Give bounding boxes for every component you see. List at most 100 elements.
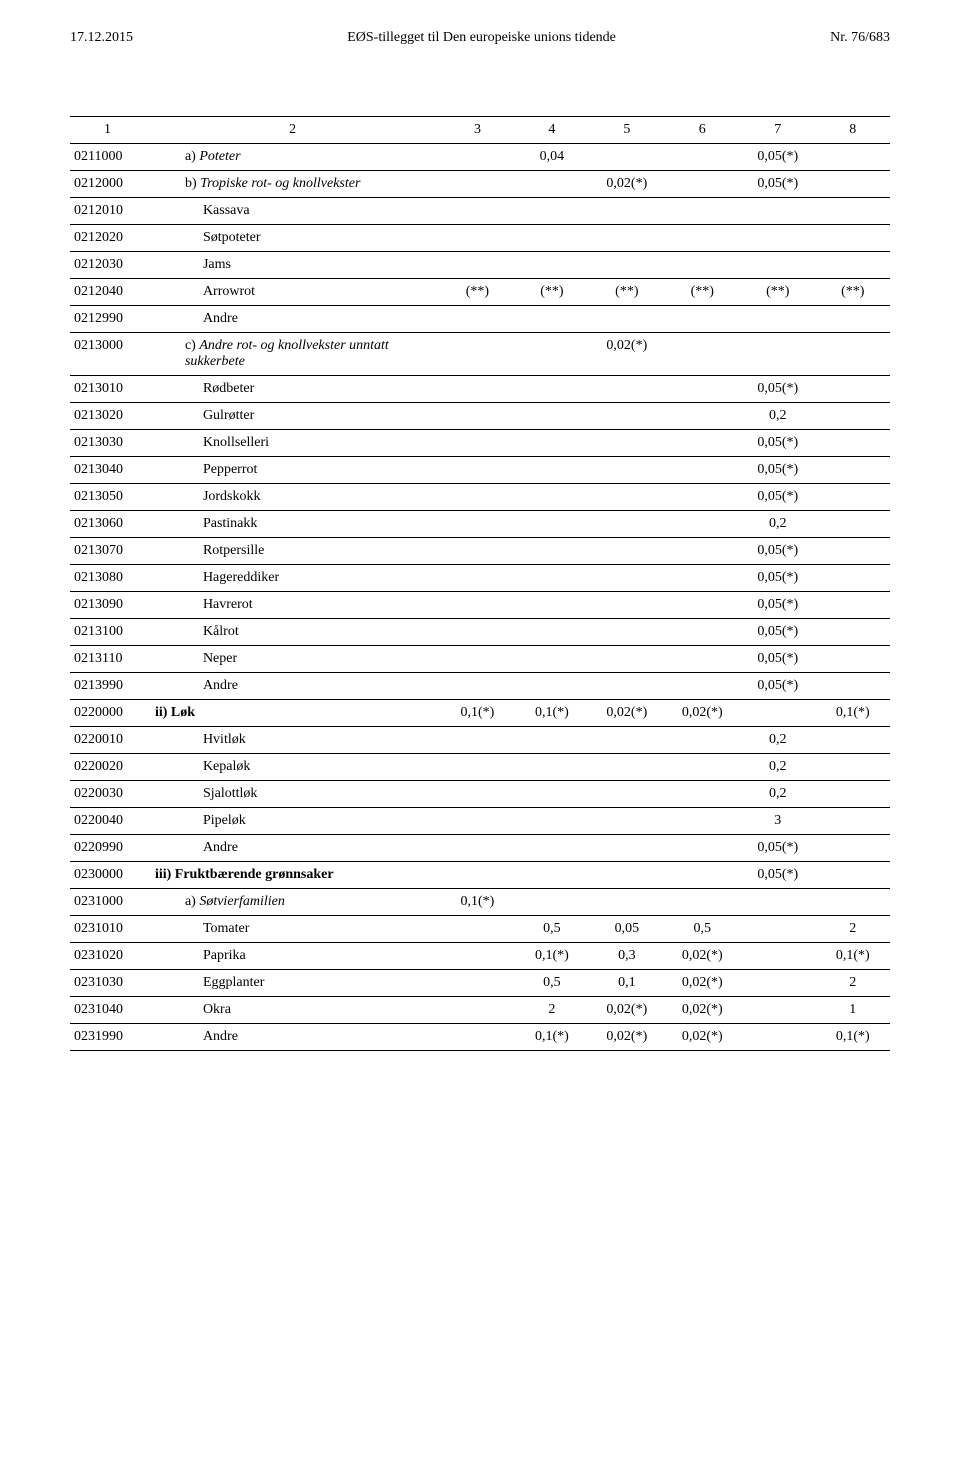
row-value: 0,05(*) xyxy=(740,619,815,646)
row-value: 0,02(*) xyxy=(589,333,664,376)
row-value: 0,05(*) xyxy=(740,430,815,457)
row-value: 0,1(*) xyxy=(440,889,514,916)
row-value xyxy=(515,673,589,700)
row-code: 0213090 xyxy=(70,592,145,619)
row-value xyxy=(589,727,664,754)
row-value: 2 xyxy=(816,970,891,997)
row-value: 0,05(*) xyxy=(740,457,815,484)
row-value xyxy=(589,592,664,619)
row-value xyxy=(665,646,740,673)
table-row: 0213080Hagereddiker0,05(*) xyxy=(70,565,890,592)
row-value: 0,05(*) xyxy=(740,376,815,403)
row-value: 0,2 xyxy=(740,511,815,538)
row-value: 3 xyxy=(740,808,815,835)
row-label: Arrowrot xyxy=(203,284,255,299)
row-value xyxy=(665,511,740,538)
table-row: 0213100Kålrot0,05(*) xyxy=(70,619,890,646)
row-value xyxy=(515,225,589,252)
row-value: 2 xyxy=(816,916,891,943)
column-header: 8 xyxy=(816,117,891,144)
row-value xyxy=(665,430,740,457)
row-label: Andre xyxy=(203,1029,238,1044)
row-label: Andre rot- og knollvekster unntatt sukke… xyxy=(185,338,389,369)
row-value xyxy=(589,808,664,835)
row-value xyxy=(515,252,589,279)
row-value xyxy=(440,727,514,754)
row-value: 0,05(*) xyxy=(740,144,815,171)
row-value xyxy=(515,430,589,457)
row-code: 0213060 xyxy=(70,511,145,538)
row-code: 0213040 xyxy=(70,457,145,484)
table-row: 0213030Knollselleri0,05(*) xyxy=(70,430,890,457)
row-value xyxy=(816,511,891,538)
row-value xyxy=(440,225,514,252)
row-code: 0213080 xyxy=(70,565,145,592)
row-value: 0,1(*) xyxy=(816,943,891,970)
row-code: 0212030 xyxy=(70,252,145,279)
table-row: 0212020Søtpoteter xyxy=(70,225,890,252)
row-value xyxy=(740,1024,815,1051)
row-label: Andre xyxy=(203,678,238,693)
row-value xyxy=(440,511,514,538)
row-description: Jordskokk xyxy=(145,484,440,511)
row-description: Pastinakk xyxy=(145,511,440,538)
row-value xyxy=(515,457,589,484)
row-value: 0,2 xyxy=(740,727,815,754)
row-label: Kassava xyxy=(203,203,250,218)
column-header: 1 xyxy=(70,117,145,144)
row-value xyxy=(589,673,664,700)
row-value xyxy=(816,673,891,700)
table-row: 0220010Hvitløk0,2 xyxy=(70,727,890,754)
row-description: Gulrøtter xyxy=(145,403,440,430)
row-value xyxy=(589,862,664,889)
row-value: (**) xyxy=(589,279,664,306)
header-date: 17.12.2015 xyxy=(70,30,133,46)
row-value xyxy=(665,835,740,862)
row-label-prefix: b) xyxy=(185,176,200,191)
row-value xyxy=(440,808,514,835)
row-value xyxy=(515,565,589,592)
header-page: Nr. 76/683 xyxy=(830,30,890,46)
row-value: 0,02(*) xyxy=(665,970,740,997)
row-value: 0,05(*) xyxy=(740,565,815,592)
row-code: 0231010 xyxy=(70,916,145,943)
row-value: 0,05(*) xyxy=(740,862,815,889)
row-label: Rødbeter xyxy=(203,381,254,396)
row-value: 0,2 xyxy=(740,754,815,781)
row-label: Paprika xyxy=(203,948,246,963)
row-value xyxy=(816,862,891,889)
row-value: 0,02(*) xyxy=(665,943,740,970)
row-value xyxy=(440,376,514,403)
row-value xyxy=(440,144,514,171)
table-row: 0213070Rotpersille0,05(*) xyxy=(70,538,890,565)
row-description: Andre xyxy=(145,306,440,333)
row-value xyxy=(665,376,740,403)
column-header: 2 xyxy=(145,117,440,144)
row-label-prefix: iii) xyxy=(155,867,175,882)
row-value: 0,02(*) xyxy=(665,700,740,727)
row-label: Eggplanter xyxy=(203,975,264,990)
row-value xyxy=(665,619,740,646)
table-row: 0212990Andre xyxy=(70,306,890,333)
table-row: 0220030Sjalottløk0,2 xyxy=(70,781,890,808)
row-value xyxy=(515,862,589,889)
row-value: 0,05(*) xyxy=(740,171,815,198)
column-header: 7 xyxy=(740,117,815,144)
row-code: 0211000 xyxy=(70,144,145,171)
row-value xyxy=(440,592,514,619)
row-code: 0212000 xyxy=(70,171,145,198)
row-value xyxy=(515,754,589,781)
row-value xyxy=(816,198,891,225)
data-table: 123456780211000a) Poteter0,040,05(*)0212… xyxy=(70,116,890,1051)
row-value xyxy=(589,835,664,862)
row-label: Tropiske rot- og knollvekster xyxy=(200,176,360,191)
table-row: 0213990Andre0,05(*) xyxy=(70,673,890,700)
row-description: Arrowrot xyxy=(145,279,440,306)
row-value: 0,1(*) xyxy=(515,700,589,727)
row-description: Tomater xyxy=(145,916,440,943)
row-label: Knollselleri xyxy=(203,435,269,450)
row-value xyxy=(816,403,891,430)
row-value xyxy=(665,565,740,592)
table-row: 0213090Havrerot0,05(*) xyxy=(70,592,890,619)
row-value: 0,1(*) xyxy=(816,1024,891,1051)
